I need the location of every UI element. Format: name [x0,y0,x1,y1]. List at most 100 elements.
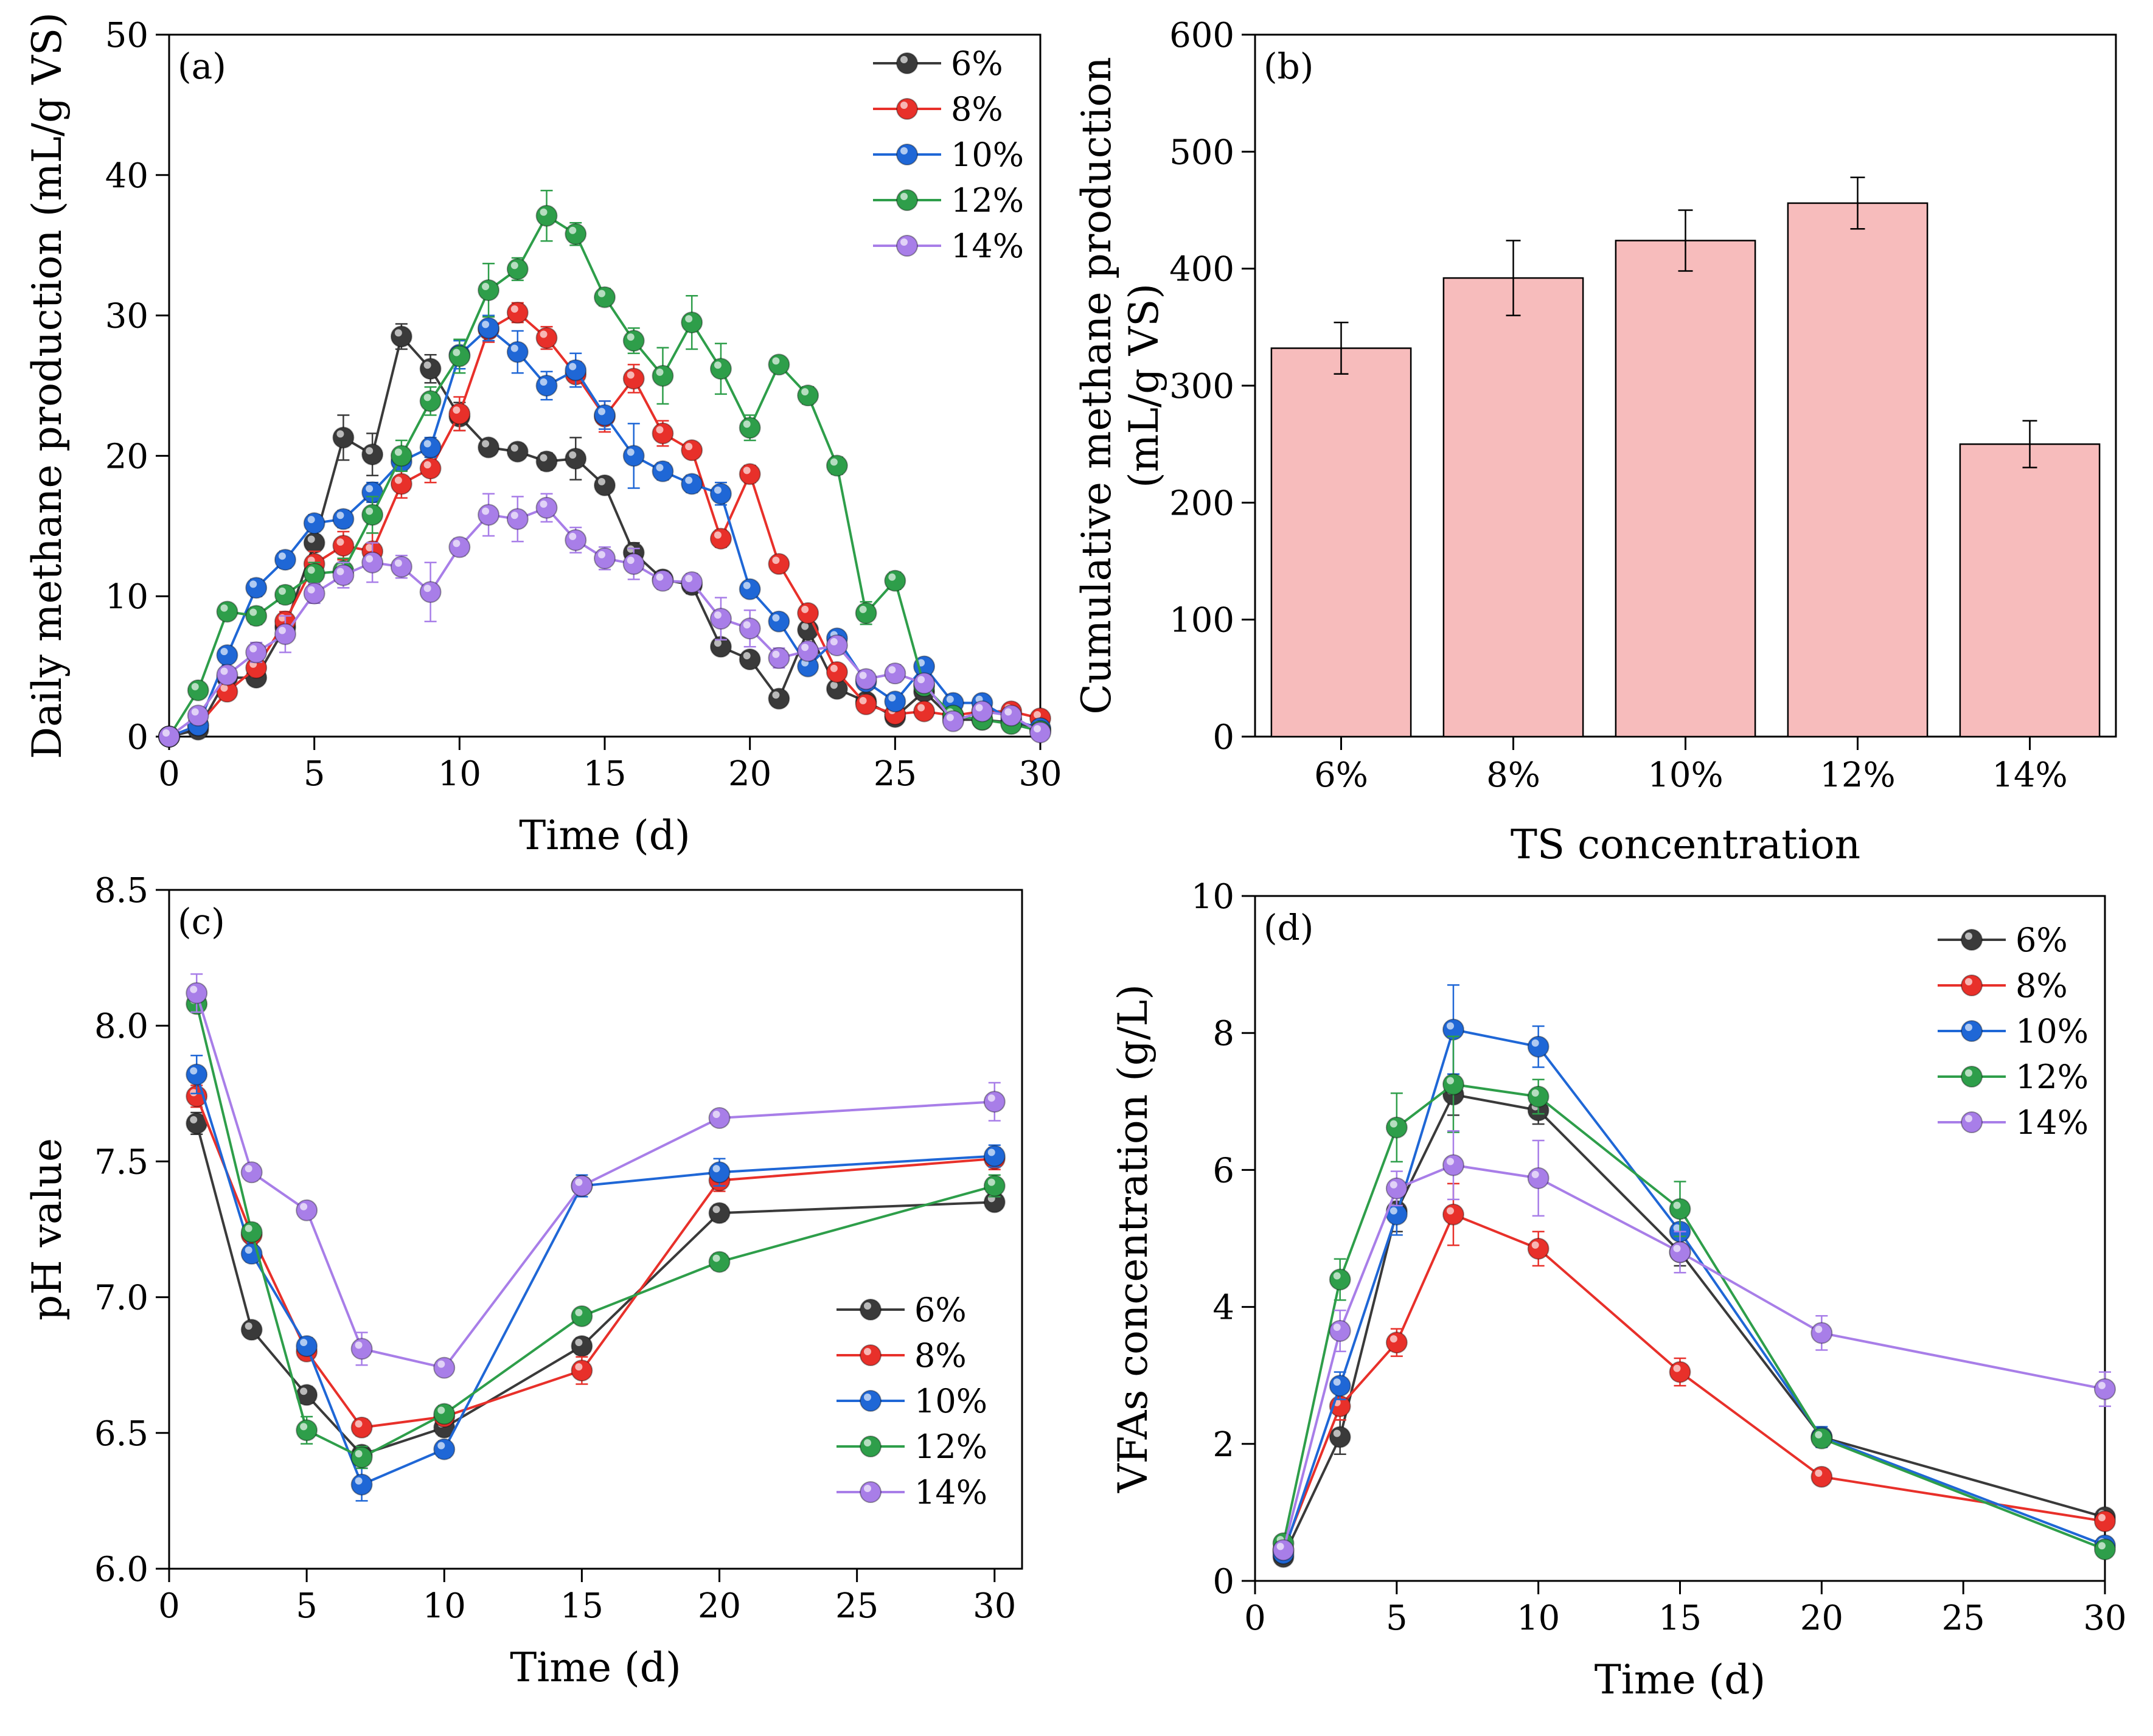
data-point-a-10pct-14 [565,359,587,381]
y-tick-label-b-500: 500 [1169,133,1234,172]
bar-b-10pct [1615,240,1756,738]
x-tick-label-d-10: 10 [1517,1599,1560,1638]
data-point-a-12pct-7 [361,504,384,526]
legend-marker-a-10pct [896,144,918,165]
y-tick-label-d-2: 2 [1212,1425,1234,1465]
data-point-shine-d-10pct-3 [1333,1378,1341,1386]
data-point-c-6pct-20 [708,1202,731,1224]
data-point-a-6pct-15 [594,474,616,496]
panel-label-c: (c) [178,901,225,942]
data-point-shine-a-12pct-9 [423,394,431,401]
data-point-a-14pct-4 [274,623,296,645]
data-point-shine-d-12pct-30 [2098,1542,2106,1550]
data-point-a-14pct-23 [826,634,848,656]
data-point-shine-a-14pct-2 [220,667,228,675]
legend-marker-shine-a-12pct [900,193,908,200]
data-point-a-10pct-15 [594,404,616,426]
data-point-shine-d-8pct-20 [1815,1469,1823,1477]
data-point-shine-c-14pct-7 [355,1341,363,1349]
data-point-shine-a-10pct-7 [366,485,374,493]
legend-marker-c-12pct [860,1436,882,1457]
data-point-a-6pct-13 [535,450,558,473]
data-point-shine-a-10pct-16 [627,448,635,456]
data-point-shine-a-14pct-4 [278,627,286,634]
data-point-shine-a-10pct-9 [423,440,431,448]
series-line-a-6pct [169,335,1041,738]
data-point-shine-a-10pct-2 [220,648,228,656]
data-point-shine-a-6pct-13 [540,454,548,462]
data-point-c-12pct-20 [708,1251,731,1273]
data-point-shine-a-6pct-23 [830,681,838,689]
data-point-a-10pct-17 [652,460,674,482]
data-point-shine-a-14pct-7 [366,555,374,563]
data-point-shine-a-14pct-11 [482,507,490,515]
data-point-a-12pct-3 [245,605,268,627]
data-point-shine-d-14pct-30 [2098,1381,2106,1389]
legend-marker-d-10pct [1961,1020,1983,1042]
data-point-shine-a-14pct-17 [656,573,664,581]
data-point-shine-a-6pct-11 [482,440,490,448]
data-point-shine-d-8pct-10 [1531,1241,1539,1249]
series-line-d-8pct [1282,1213,2106,1551]
y-tick-label-b-200: 200 [1169,484,1234,523]
data-point-shine-a-14pct-14 [569,532,577,540]
legend-marker-d-12pct [1961,1066,1983,1088]
data-point-shine-a-12pct-5 [307,566,315,574]
data-point-d-8pct-7 [1442,1203,1464,1226]
series-line-c-14pct [195,993,995,1369]
x-tick-label-c-15: 15 [560,1586,603,1626]
data-point-shine-a-14pct-9 [423,585,431,592]
panel-label-d: (d) [1264,907,1313,948]
data-point-a-12pct-25 [884,569,906,592]
series-a-14pct [158,493,1051,748]
data-point-a-8pct-17 [652,422,674,445]
data-point-shine-d-14pct-10 [1531,1170,1539,1178]
data-point-shine-d-14pct-7 [1446,1158,1454,1165]
data-point-a-12pct-1 [187,679,209,701]
data-point-a-14pct-12 [506,508,529,530]
series-line-c-6pct [195,1123,995,1456]
series-line-a-8pct [169,311,1041,738]
data-point-shine-a-12pct-18 [685,315,693,323]
data-point-d-12pct-15 [1669,1198,1691,1220]
data-point-shine-a-14pct-19 [714,611,722,619]
data-point-shine-a-10pct-15 [598,408,605,415]
legend-marker-shine-d-12pct [1965,1069,1972,1077]
data-point-shine-a-14pct-1 [191,708,199,716]
series-d-10pct [1272,984,2116,1564]
data-point-shine-d-12pct-15 [1673,1201,1681,1209]
data-point-a-14pct-29 [1000,704,1023,727]
data-point-shine-c-12pct-20 [712,1254,720,1262]
data-point-shine-d-10pct-7 [1446,1022,1454,1030]
x-tick-label-c-30: 30 [973,1586,1016,1626]
data-point-shine-a-14pct-6 [336,568,344,575]
data-point-c-12pct-10 [433,1403,456,1425]
data-point-shine-a-14pct-23 [830,637,838,645]
data-point-shine-a-14pct-29 [1004,708,1012,716]
x-tick-label-b-14pct: 14% [1992,755,2067,795]
data-point-a-10pct-21 [768,610,790,633]
data-point-d-12pct-10 [1527,1085,1550,1108]
data-point-shine-a-14pct-24 [859,672,867,679]
data-point-a-12pct-22 [797,384,819,407]
data-point-a-12pct-5 [303,563,325,585]
data-point-a-10pct-12 [506,341,529,363]
data-point-shine-a-10pct-18 [685,476,693,484]
data-point-shine-a-12pct-14 [569,226,577,234]
x-tick-label-c-25: 25 [835,1586,878,1626]
data-point-shine-a-10pct-19 [714,486,722,494]
data-point-shine-a-8pct-2 [220,684,228,692]
data-point-shine-a-10pct-5 [307,516,315,524]
y-tick-label-c-8-5: 8.5 [94,871,148,911]
data-point-c-8pct-7 [350,1416,373,1439]
legend-marker-shine-c-14pct [864,1485,871,1492]
data-point-shine-c-8pct-7 [355,1420,363,1428]
legend-marker-d-8pct [1961,974,1983,996]
data-point-shine-a-14pct-5 [307,586,315,594]
data-point-a-14pct-7 [361,551,384,574]
data-point-shine-d-12pct-10 [1531,1089,1539,1097]
data-point-a-12pct-24 [855,602,877,624]
data-point-a-10pct-20 [739,578,761,600]
y-tick-label-d-6: 6 [1212,1151,1234,1190]
panel-label-a: (a) [178,46,226,87]
